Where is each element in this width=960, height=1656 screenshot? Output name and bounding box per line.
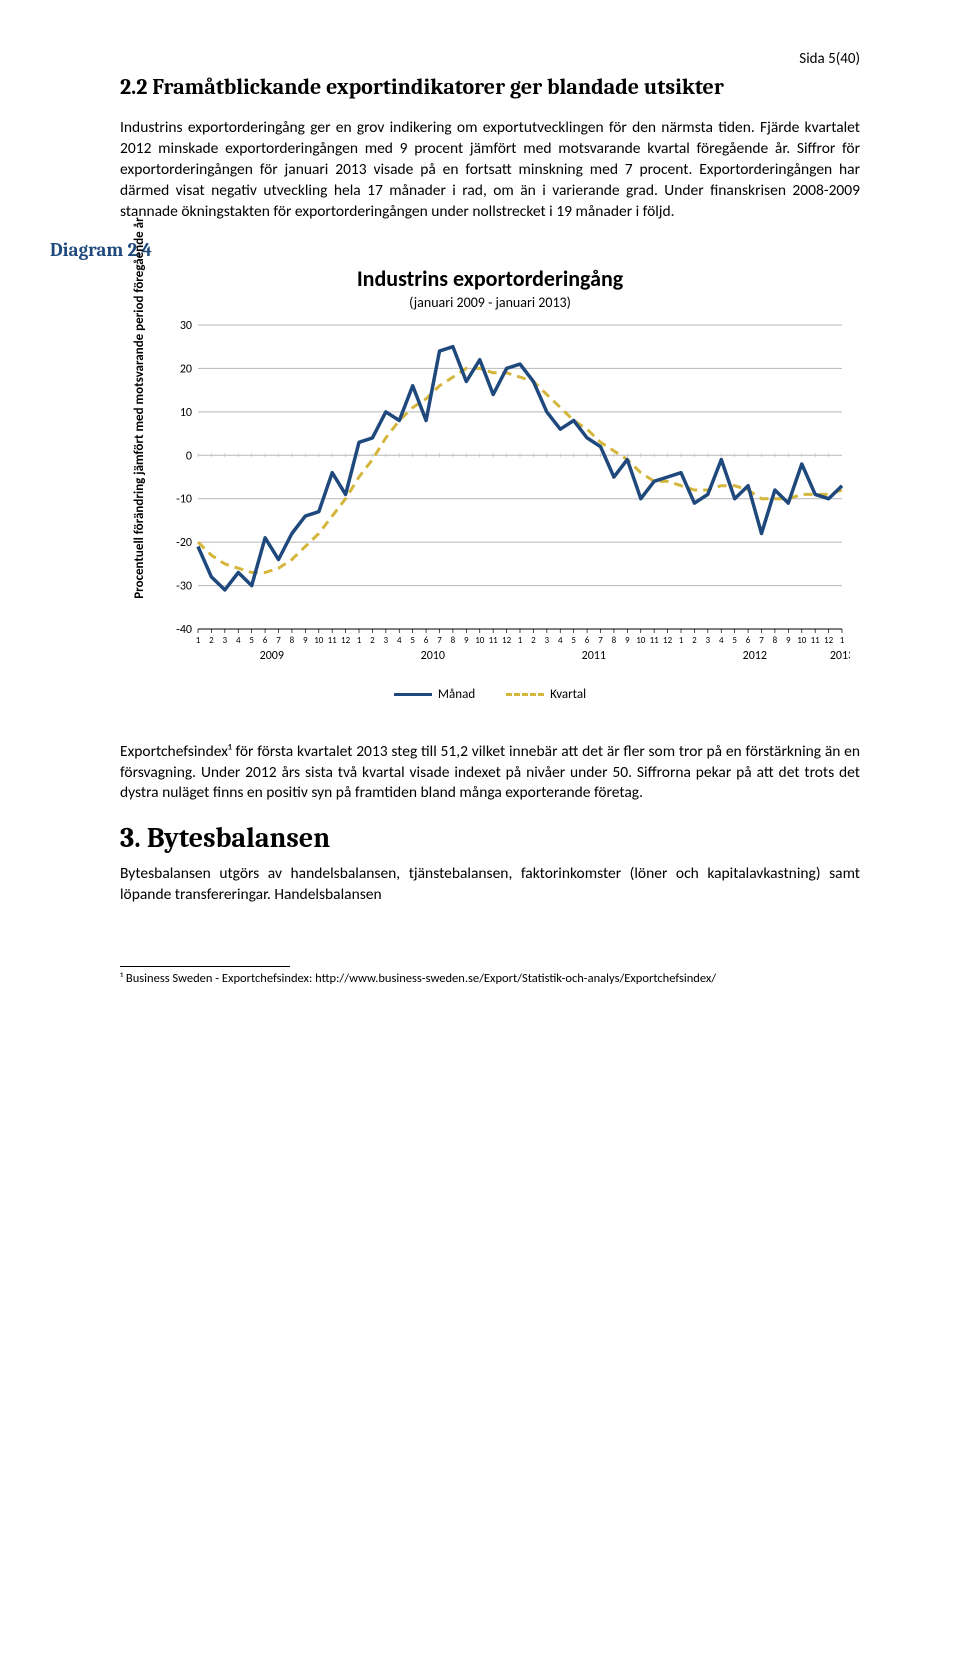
svg-text:10: 10 bbox=[797, 635, 807, 646]
chart-legend: Månad Kvartal bbox=[120, 685, 860, 702]
svg-text:10: 10 bbox=[475, 635, 485, 646]
page-number: Sida 5(40) bbox=[120, 50, 860, 68]
svg-text:6: 6 bbox=[585, 635, 590, 646]
svg-text:-20: -20 bbox=[176, 536, 192, 550]
svg-text:4: 4 bbox=[397, 635, 402, 646]
svg-text:8: 8 bbox=[612, 635, 617, 646]
svg-text:7: 7 bbox=[276, 635, 281, 646]
svg-text:11: 11 bbox=[650, 635, 660, 646]
svg-text:3: 3 bbox=[223, 635, 228, 646]
svg-text:2: 2 bbox=[692, 635, 697, 646]
svg-text:3: 3 bbox=[706, 635, 711, 646]
svg-text:4: 4 bbox=[719, 635, 724, 646]
legend-quarter-label: Kvartal bbox=[550, 687, 586, 702]
section-2-2-heading: 2.2 Framåtblickande exportindikatorer ge… bbox=[120, 74, 860, 100]
svg-text:7: 7 bbox=[437, 635, 442, 646]
svg-text:3: 3 bbox=[384, 635, 389, 646]
legend-swatch-month bbox=[394, 693, 432, 696]
svg-text:12: 12 bbox=[502, 635, 512, 646]
paragraph-3: Bytesbalansen utgörs av handelsbalansen,… bbox=[120, 864, 860, 906]
svg-text:6: 6 bbox=[263, 635, 268, 646]
svg-text:10: 10 bbox=[180, 405, 192, 419]
svg-text:7: 7 bbox=[598, 635, 603, 646]
svg-text:12: 12 bbox=[824, 635, 834, 646]
svg-text:10: 10 bbox=[636, 635, 646, 646]
svg-text:2: 2 bbox=[370, 635, 375, 646]
svg-text:4: 4 bbox=[558, 635, 563, 646]
legend-month: Månad bbox=[394, 687, 475, 702]
svg-text:7: 7 bbox=[759, 635, 764, 646]
diagram-2-4-label: Diagram 2.4 bbox=[50, 239, 860, 261]
line-chart-svg: -40-30-20-100102030123456789101112123456… bbox=[160, 319, 850, 679]
svg-text:1: 1 bbox=[679, 635, 684, 646]
chart-container: Industrins exportorderingång (januari 20… bbox=[120, 265, 860, 702]
svg-text:5: 5 bbox=[571, 635, 576, 646]
paragraph-2: Exportchefsindex¹ för första kvartalet 2… bbox=[120, 742, 860, 805]
y-axis-label: Procentuell förändring jämfört med motsv… bbox=[132, 339, 148, 599]
legend-quarter: Kvartal bbox=[506, 687, 586, 702]
svg-text:9: 9 bbox=[464, 635, 469, 646]
svg-text:8: 8 bbox=[451, 635, 456, 646]
svg-text:30: 30 bbox=[180, 319, 192, 333]
svg-text:11: 11 bbox=[489, 635, 499, 646]
paragraph-1: Industrins exportorderingång ger en grov… bbox=[120, 118, 860, 223]
footnote-separator bbox=[120, 966, 290, 967]
svg-text:20: 20 bbox=[180, 362, 192, 376]
svg-text:2013: 2013 bbox=[830, 649, 850, 663]
svg-text:1: 1 bbox=[196, 635, 201, 646]
svg-text:5: 5 bbox=[410, 635, 415, 646]
svg-text:4: 4 bbox=[236, 635, 241, 646]
svg-text:11: 11 bbox=[328, 635, 338, 646]
svg-text:5: 5 bbox=[249, 635, 254, 646]
svg-text:9: 9 bbox=[303, 635, 308, 646]
section-3-heading: 3. Bytesbalansen bbox=[120, 822, 860, 854]
svg-text:11: 11 bbox=[811, 635, 821, 646]
svg-text:6: 6 bbox=[424, 635, 429, 646]
svg-text:2011: 2011 bbox=[582, 649, 606, 663]
chart-subtitle: (januari 2009 - januari 2013) bbox=[120, 294, 860, 311]
footnote-1: ¹ Business Sweden - Exportchefsindex: ht… bbox=[120, 971, 860, 987]
svg-text:8: 8 bbox=[290, 635, 295, 646]
svg-text:-30: -30 bbox=[176, 579, 192, 593]
chart-title: Industrins exportorderingång bbox=[120, 265, 860, 292]
svg-text:1: 1 bbox=[518, 635, 523, 646]
legend-swatch-quarter bbox=[506, 693, 544, 696]
svg-text:2012: 2012 bbox=[743, 649, 767, 663]
svg-text:-40: -40 bbox=[176, 623, 192, 637]
svg-text:12: 12 bbox=[663, 635, 673, 646]
svg-text:0: 0 bbox=[186, 449, 192, 463]
svg-text:10: 10 bbox=[314, 635, 324, 646]
svg-text:6: 6 bbox=[746, 635, 751, 646]
svg-text:-10: -10 bbox=[176, 492, 192, 506]
svg-text:2: 2 bbox=[209, 635, 214, 646]
svg-text:8: 8 bbox=[773, 635, 778, 646]
svg-text:2010: 2010 bbox=[421, 649, 445, 663]
svg-text:9: 9 bbox=[625, 635, 630, 646]
legend-month-label: Månad bbox=[438, 687, 475, 702]
svg-text:9: 9 bbox=[786, 635, 791, 646]
svg-text:5: 5 bbox=[732, 635, 737, 646]
svg-text:1: 1 bbox=[840, 635, 845, 646]
svg-text:12: 12 bbox=[341, 635, 351, 646]
svg-text:3: 3 bbox=[545, 635, 550, 646]
svg-text:2009: 2009 bbox=[260, 649, 284, 663]
svg-text:2: 2 bbox=[531, 635, 536, 646]
svg-text:1: 1 bbox=[357, 635, 362, 646]
